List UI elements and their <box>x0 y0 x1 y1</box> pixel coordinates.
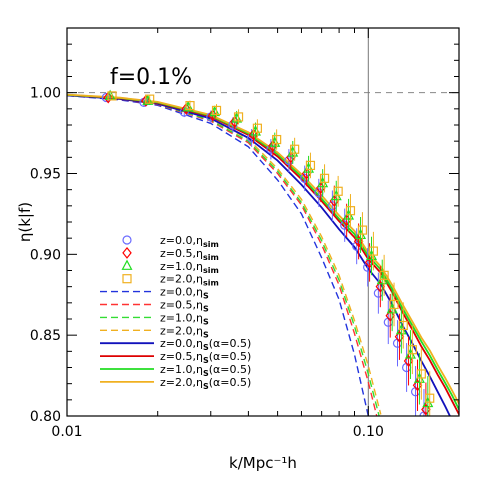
curve-dash-1 <box>67 94 378 416</box>
data-point <box>375 280 386 293</box>
legend-label: z=0.0,ηS(α=0.5) <box>160 337 251 352</box>
data-point <box>268 140 278 152</box>
data-point <box>319 173 330 183</box>
legend-label-subscript: S <box>203 369 209 378</box>
data-point <box>385 309 396 322</box>
data-point <box>185 100 195 111</box>
legend-label: z=0.0,ηS <box>160 286 209 301</box>
data-point <box>211 105 222 116</box>
legend-label: z=0.5,ηS(α=0.5) <box>160 350 251 365</box>
data-point <box>181 102 191 115</box>
x-tick-label: 0.01 <box>51 424 82 440</box>
curve-solid-4 <box>67 94 451 416</box>
legend-label-subscript: S <box>203 305 209 314</box>
data-point <box>379 270 389 280</box>
data-point <box>416 369 426 379</box>
legend-label-subscript: sim <box>203 240 219 249</box>
legend-entry: z=0.0,ηS <box>100 286 209 301</box>
legend: z=0.0,ηsimz=0.5,ηsimz=1.0,ηsimz=2.0,ηsim… <box>100 234 251 391</box>
data-point <box>107 91 117 101</box>
legend-entry: z=1.0,ηS(α=0.5) <box>100 363 251 378</box>
legend-swatch <box>122 235 132 245</box>
legend-entry: z=2.0,ηS(α=0.5) <box>100 376 251 391</box>
legend-entry: z=0.5,ηS(α=0.5) <box>100 350 251 365</box>
y-tick-label: 0.95 <box>30 167 61 183</box>
data-point <box>412 379 423 392</box>
legend-swatch <box>122 246 132 259</box>
legend-entry: z=1.0,ηS <box>100 311 209 326</box>
legend-label-subscript: S <box>203 330 209 339</box>
data-point <box>272 134 282 145</box>
x-axis-label: k/Mpc⁻¹h <box>229 454 297 472</box>
legend-label: z=2.0,ηS <box>160 324 209 339</box>
x-tick-label: 0.10 <box>353 424 384 440</box>
y-tick-label: 0.80 <box>30 409 61 425</box>
data-point <box>403 355 414 367</box>
legend-label-subscript: sim <box>203 279 219 288</box>
marker-series-3 <box>107 91 435 416</box>
data-point <box>389 299 399 310</box>
axis-tick-labels: 0.01 0.10 0.80 0.85 0.90 0.95 1.00 <box>30 86 384 440</box>
plot-content <box>67 28 459 416</box>
legend-label: z=1.0,ηS(α=0.5) <box>160 363 251 378</box>
curve-dash-3 <box>67 94 382 415</box>
data-point <box>252 123 262 133</box>
y-tick-label: 0.85 <box>30 328 61 344</box>
data-point <box>141 94 151 107</box>
legend-label-suffix: (α=0.5) <box>209 376 252 389</box>
data-point <box>364 256 375 269</box>
legend-label: z=0.5,ηS <box>160 299 209 314</box>
data-point <box>333 186 343 196</box>
annotation-label: f=0.1% <box>110 65 192 90</box>
legend-label-subscript: S <box>203 382 209 391</box>
y-axis-label: η(k|f) <box>16 202 34 242</box>
legend-label: z=2.0,ηS(α=0.5) <box>160 376 251 391</box>
data-point <box>290 144 300 154</box>
marker-series-2 <box>104 89 434 416</box>
data-point <box>207 109 218 122</box>
data-point <box>421 403 431 416</box>
legend-label-subscript: S <box>203 356 209 365</box>
legend-label: z=1.0,ηS <box>160 311 209 326</box>
legend-entry: z=2.0,ηS <box>100 324 209 339</box>
legend-label-subscript: sim <box>203 253 219 262</box>
legend-label-suffix: (α=0.5) <box>209 363 252 376</box>
data-point <box>233 112 244 122</box>
legend-label-suffix: (α=0.5) <box>209 350 252 363</box>
data-point <box>305 160 316 171</box>
legend-swatch <box>121 259 133 270</box>
data-point <box>103 91 113 104</box>
data-point <box>407 345 417 355</box>
legend-label-subscript: S <box>203 343 209 352</box>
data-point <box>353 235 364 248</box>
data-point <box>368 246 379 256</box>
data-point <box>145 94 155 104</box>
data-point <box>394 330 405 343</box>
data-point <box>425 393 435 403</box>
axis-ticks <box>66 27 460 417</box>
y-tick-label: 1.00 <box>30 86 61 102</box>
y-tick-label: 0.90 <box>30 247 61 263</box>
legend-entry: z=0.0,ηS(α=0.5) <box>100 337 251 352</box>
legend-entry: z=0.5,ηS <box>100 299 209 314</box>
legend-label-subscript: S <box>203 317 209 326</box>
curve-solid-7 <box>67 93 459 405</box>
data-point <box>345 206 356 216</box>
legend-label-subscript: S <box>203 292 209 301</box>
data-point <box>398 320 408 331</box>
legend-label-subscript: sim <box>203 266 219 275</box>
legend-swatch <box>122 274 132 284</box>
data-point <box>248 128 259 141</box>
data-point <box>229 115 240 128</box>
legend-label-suffix: (α=0.5) <box>209 337 252 350</box>
data-point <box>357 225 368 235</box>
